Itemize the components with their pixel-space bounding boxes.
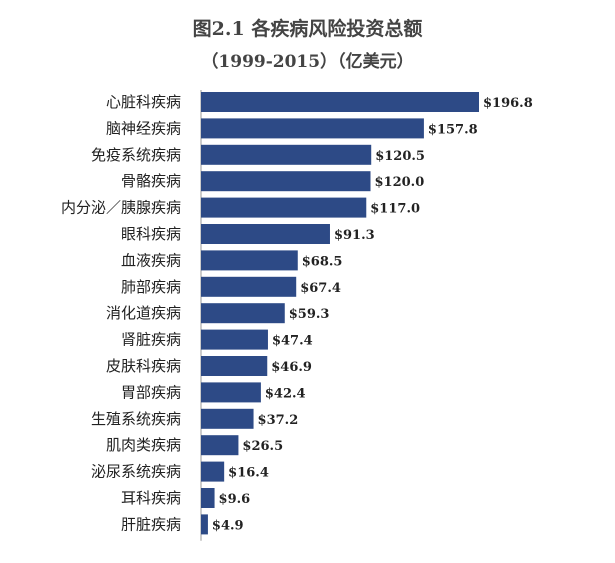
bar [201, 197, 367, 218]
bar [201, 118, 424, 139]
data-label: $26.5 [242, 439, 283, 454]
bar [201, 488, 215, 508]
data-label: $9.6 [219, 492, 251, 507]
bar [201, 144, 372, 165]
category-label: 脑神经疾病 [106, 119, 181, 137]
bar [201, 435, 239, 456]
data-label: $37.2 [258, 413, 299, 428]
chart-subtitle: （1999-2015）（亿美元） [201, 52, 414, 72]
data-label: $68.5 [302, 254, 343, 269]
bar [201, 382, 261, 403]
category-label: 肝脏疾病 [121, 515, 181, 533]
category-label: 肾脏疾病 [121, 331, 181, 349]
bar [201, 303, 285, 324]
data-label: $196.8 [483, 96, 533, 111]
bar [201, 461, 225, 482]
category-label: 血液疾病 [121, 251, 181, 269]
category-label: 免疫系统疾病 [91, 146, 181, 164]
data-label: $120.5 [375, 149, 425, 164]
bar [201, 276, 297, 297]
bar [201, 92, 479, 112]
category-label: 耳科疾病 [121, 489, 181, 507]
bar [201, 224, 330, 244]
data-label: $4.9 [212, 518, 244, 533]
category-label: 肺部疾病 [121, 278, 181, 296]
bar [201, 514, 208, 535]
category-label: 肌肉类疾病 [106, 436, 181, 454]
category-label: 泌尿系统疾病 [91, 463, 181, 481]
category-label: 消化道疾病 [106, 304, 181, 322]
bar [201, 408, 254, 429]
data-label: $120.0 [375, 175, 425, 190]
data-label: $157.8 [428, 122, 478, 137]
chart-title: 图2.1 各疾病风险投资总额 [192, 18, 423, 40]
data-label: $91.3 [334, 228, 375, 243]
category-label: 胃部疾病 [121, 383, 181, 401]
bar [201, 329, 268, 350]
bar [201, 250, 298, 271]
data-label: $42.4 [265, 386, 306, 401]
category-label: 皮肤科疾病 [106, 357, 181, 375]
data-label: $117.0 [370, 202, 420, 217]
category-label: 生殖系统疾病 [91, 410, 181, 428]
category-label: 心脏科疾病 [106, 93, 181, 111]
data-label: $16.4 [228, 466, 269, 481]
data-label: $59.3 [289, 307, 330, 322]
bar [201, 356, 268, 376]
data-label: $46.9 [271, 360, 312, 375]
category-label: 骨骼疾病 [121, 172, 181, 190]
data-label: $67.4 [300, 281, 341, 296]
category-label: 眼科疾病 [121, 225, 181, 243]
category-label: 内分泌／胰腺疾病 [61, 199, 181, 217]
data-label: $47.4 [272, 334, 313, 349]
bar [201, 171, 371, 192]
